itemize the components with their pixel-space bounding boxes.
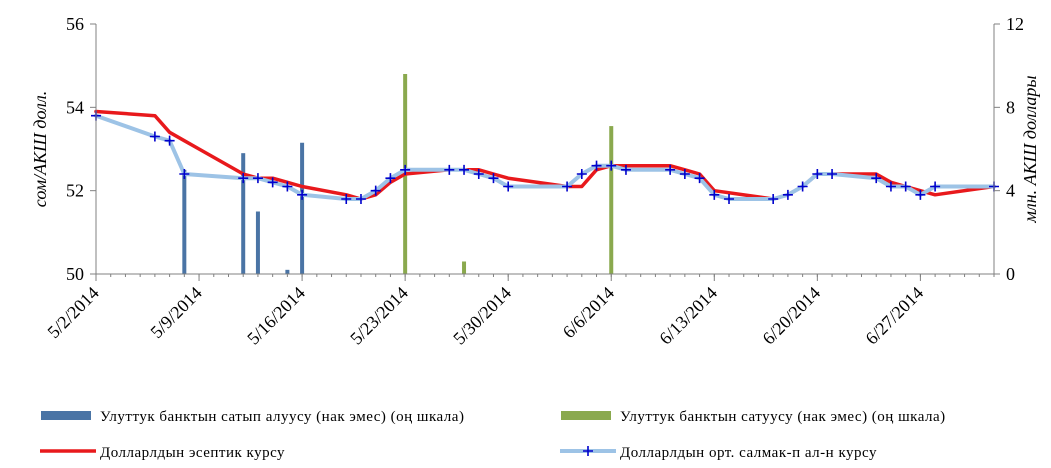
legend-label-1: Улуттук банктын сатуусу (нак эмес) (оң ш… [620, 409, 946, 425]
bar-0-1 [241, 153, 246, 274]
legend-label-2: Долларлдын эсептик курсу [100, 445, 285, 461]
point-marker-3-38 [930, 181, 941, 192]
bar-0-4 [300, 142, 305, 274]
point-marker-3-12 [385, 173, 396, 184]
point-marker-3-19 [562, 181, 573, 192]
y-left-tick-label-1: 52 [66, 181, 84, 201]
point-marker-3-29 [768, 194, 779, 204]
point-marker-3-21 [591, 160, 602, 171]
bar-1-1 [462, 261, 467, 274]
point-marker-3-1 [149, 131, 160, 142]
point-marker-3-2 [164, 135, 175, 146]
y-left-tick-label-3: 56 [66, 14, 84, 34]
y-left-tick-label-2: 54 [66, 97, 84, 117]
x-tick-label-2: 5/16/2014 [243, 283, 309, 349]
y-left-axis-title: сом/АКШ долл. [30, 91, 50, 207]
y-left-tick-label-0: 50 [66, 264, 84, 284]
x-tick-label-8: 6/27/2014 [861, 283, 927, 349]
point-marker-3-9 [341, 194, 352, 204]
point-marker-3-23 [620, 164, 631, 175]
point-marker-3-35 [885, 181, 896, 192]
bar-0-0 [182, 169, 187, 274]
series-line-3 [94, 113, 996, 201]
point-marker-3-25 [679, 169, 690, 179]
point-marker-3-22 [606, 160, 617, 171]
point-marker-3-17 [488, 173, 499, 184]
point-marker-3-20 [576, 169, 587, 179]
point-marker-3-16 [473, 169, 484, 179]
point-marker-3-15 [459, 164, 470, 175]
legend: Улуттук банктын сатып алуусу (нак эмес) … [40, 409, 946, 461]
legend-label-3: Долларлдын орт. салмак-п ал-н курсу [620, 445, 877, 461]
x-tick-label-3: 5/23/2014 [346, 283, 412, 349]
y-right-tick-label-3: 12 [1006, 14, 1024, 34]
legend-swatch-0 [41, 411, 91, 420]
y-right-tick-label-2: 8 [1006, 97, 1015, 117]
x-tick-label-5: 6/6/2014 [559, 283, 618, 342]
x-tick-label-4: 5/30/2014 [449, 283, 515, 349]
point-marker-3-27 [709, 189, 720, 200]
x-tick-label-0: 5/2/2014 [43, 283, 102, 342]
x-tick-label-1: 5/9/2014 [146, 283, 205, 342]
y-right-tick-label-0: 0 [1006, 264, 1015, 284]
point-marker-3-14 [444, 164, 455, 175]
point-marker-3-30 [782, 189, 793, 200]
point-marker-3-11 [370, 185, 381, 196]
point-marker-3-34 [871, 173, 882, 184]
point-marker-3-4 [238, 173, 249, 184]
y-right-tick-label-1: 4 [1006, 181, 1015, 201]
bar-0-2 [255, 211, 260, 274]
point-marker-3-3 [179, 169, 190, 179]
legend-swatch-1 [561, 411, 611, 420]
point-marker-3-24 [665, 164, 676, 175]
legend-label-0: Улуттук банктын сатып алуусу (нак эмес) … [100, 409, 464, 425]
point-marker-3-32 [812, 169, 823, 179]
point-marker-3-26 [694, 173, 705, 184]
markers-layer [91, 110, 999, 204]
bar-0-3 [285, 269, 290, 274]
point-marker-3-5 [252, 173, 263, 184]
point-marker-3-28 [724, 194, 735, 204]
point-marker-3-7 [282, 181, 293, 192]
point-marker-3-36 [900, 181, 911, 192]
point-marker-3-37 [915, 189, 926, 200]
x-tick-label-6: 6/13/2014 [655, 283, 721, 349]
point-marker-3-10 [355, 194, 366, 204]
point-marker-3-33 [827, 169, 838, 179]
point-marker-3-31 [797, 181, 808, 192]
bar-1-2 [609, 126, 614, 274]
x-tick-label-7: 6/20/2014 [758, 283, 824, 349]
y-right-axis-title: млн. АКШ доллары [1020, 75, 1040, 223]
point-marker-3-8 [297, 189, 308, 200]
point-marker-3-13 [400, 164, 411, 175]
point-marker-3-18 [503, 181, 514, 192]
legend-marker-3 [583, 446, 593, 456]
lines-layer [94, 109, 996, 201]
point-marker-3-6 [267, 177, 278, 188]
